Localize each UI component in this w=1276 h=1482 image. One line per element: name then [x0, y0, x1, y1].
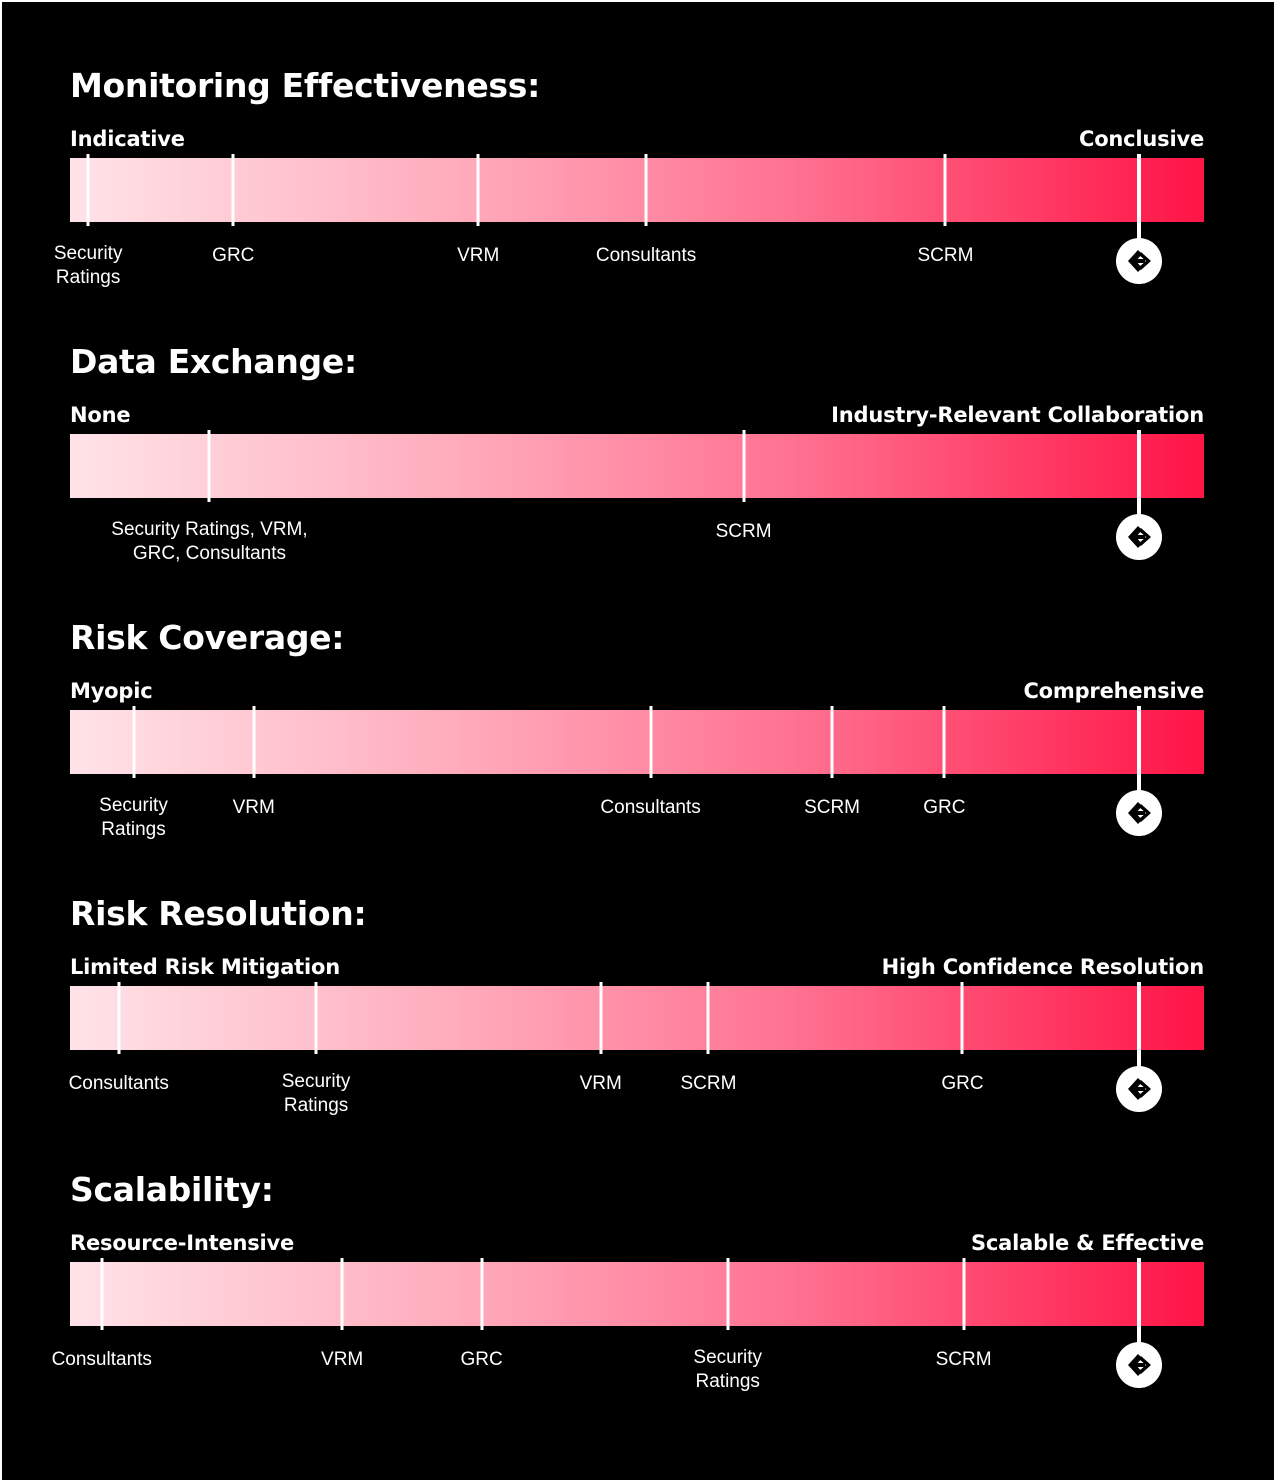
marker-line [1137, 430, 1142, 520]
scale-tick [207, 430, 211, 502]
scale-max-label: Industry-Relevant Collaboration [831, 403, 1204, 427]
scale-tick [644, 154, 648, 226]
brand-logo-icon [1116, 790, 1163, 836]
scale-tick [480, 1258, 484, 1330]
scale-title: Risk Coverage: [70, 618, 345, 657]
scale-tick [314, 982, 318, 1054]
gradient-bar [70, 710, 1204, 774]
scale-tick [942, 706, 946, 778]
marker-line [1137, 706, 1142, 796]
scale-tick [649, 706, 653, 778]
scale-min-label: Limited Risk Mitigation [70, 955, 340, 979]
scale-min-label: Indicative [70, 127, 185, 151]
tick-label: GRC [212, 245, 255, 266]
tick-label: SCRM [804, 797, 861, 818]
scale-tick [599, 982, 603, 1054]
brand-logo-icon [1116, 1342, 1163, 1388]
marker-line [1137, 1258, 1142, 1348]
scale-title: Risk Resolution: [70, 894, 367, 933]
tick-label: Security Ratings [693, 1347, 763, 1392]
scale-tick [962, 1258, 966, 1330]
scale-tick [132, 706, 135, 778]
scale-section: Risk Resolution: Limited Risk Mitigation H… [2, 894, 1274, 1170]
scale-tick [960, 982, 964, 1054]
scale-tick [830, 706, 834, 778]
tick-label: Consultants [68, 1073, 169, 1094]
scale-min-label: Resource-Intensive [70, 1231, 295, 1255]
scale-max-label: Scalable & Effective [971, 1231, 1204, 1255]
marker-line [1137, 154, 1142, 244]
scale-tick [943, 154, 947, 226]
scale-tick [476, 154, 480, 226]
scale-section: Monitoring Effectiveness: Indicative Concl… [2, 66, 1274, 342]
scale-max-label: Conclusive [1078, 127, 1204, 151]
gradient-bar [70, 986, 1204, 1050]
gradient-bar [70, 434, 1204, 498]
scale-tick [231, 154, 235, 226]
scale-tick [252, 706, 256, 778]
tick-label: SCRM [935, 1349, 992, 1370]
tick-label: SCRM [680, 1073, 737, 1094]
scale-tick [117, 982, 121, 1054]
marker-line [1137, 982, 1142, 1072]
tick-label: GRC [941, 1073, 984, 1094]
scale-tick [340, 1258, 344, 1330]
scale-title: Scalability: [70, 1170, 274, 1209]
tick-label: SCRM [917, 245, 974, 266]
scale-title: Monitoring Effectiveness: [70, 66, 540, 105]
tick-label: Security Ratings [53, 243, 123, 288]
brand-logo-icon [1116, 514, 1163, 560]
tick-label: VRM [321, 1349, 364, 1370]
tick-label: Consultants [51, 1349, 152, 1370]
tick-label: Security Ratings [281, 1071, 351, 1116]
scale-tick [86, 154, 90, 226]
scale-tick [706, 982, 710, 1054]
scale-tick [100, 1258, 104, 1330]
scale-section: Scalability: Resource-Intensive Scalable &… [2, 1170, 1274, 1446]
gradient-bar [70, 1262, 1204, 1326]
scale-title: Data Exchange: [70, 342, 357, 381]
scale-section: Data Exchange: None Industry-Relevant Coll… [2, 342, 1274, 618]
scale-max-label: High Confidence Resolution [881, 955, 1205, 979]
scale-min-label: None [70, 403, 131, 427]
brand-logo-icon [1116, 238, 1163, 284]
scale-min-label: Myopic [70, 679, 153, 703]
gradient-bar [70, 158, 1204, 222]
tick-label: SCRM [715, 521, 772, 542]
scale-section: Risk Coverage: Myopic Comprehensive Securit… [2, 618, 1274, 894]
scale-max-label: Comprehensive [1023, 679, 1204, 703]
tick-label: VRM [457, 245, 500, 266]
tick-label: VRM [579, 1073, 622, 1094]
tick-label: Consultants [595, 245, 697, 266]
tick-label: Consultants [600, 797, 701, 818]
tick-label: Security Ratings [99, 795, 168, 840]
tick-label: GRC [923, 797, 966, 818]
tick-label: VRM [232, 797, 275, 818]
scale-tick [742, 430, 746, 502]
tick-label: GRC [460, 1349, 503, 1370]
scale-tick [726, 1258, 730, 1330]
brand-logo-icon [1116, 1066, 1163, 1112]
tick-label: Security Ratings, VRM, GRC, Consultants [111, 519, 308, 564]
